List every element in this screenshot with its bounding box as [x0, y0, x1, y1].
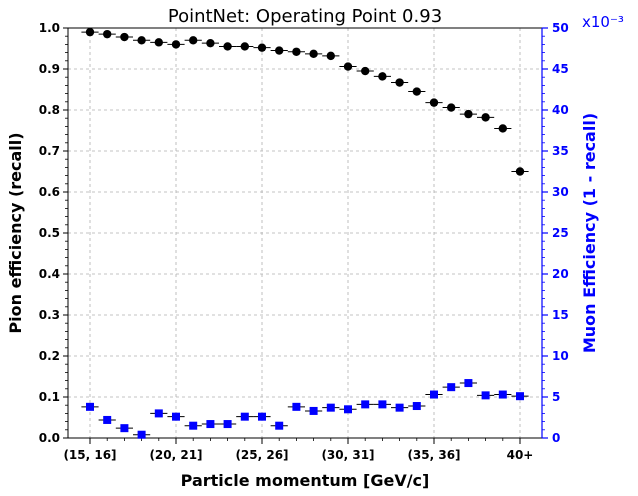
x-tick-label: (20, 21]	[149, 448, 202, 462]
y-right-tick-label: 10	[552, 349, 569, 363]
x-tick-label: (15, 16]	[63, 448, 116, 462]
y-right-tick-label: 30	[552, 185, 569, 199]
data-point-muon	[378, 400, 387, 409]
data-point-muon	[292, 402, 301, 411]
left-axis: 0.0 0.1 0.2 0.3 0.4 0.5 0.6 0.7 0.8 0.9 1.0	[39, 21, 68, 445]
y-right-tick-label: 15	[552, 308, 569, 322]
data-point-muon	[516, 392, 524, 401]
data-point-pion	[189, 36, 198, 45]
y-tick-label: 0.7	[39, 144, 60, 158]
y-right-tick-label: 25	[552, 226, 569, 240]
y-tick-label: 0.2	[39, 349, 60, 363]
data-point-muon	[103, 415, 112, 424]
data-point-pion	[206, 38, 215, 48]
data-point-pion	[240, 42, 249, 51]
data-point-pion	[447, 103, 456, 112]
y-right-tick-label: 5	[552, 390, 560, 404]
y-right-tick-label: 50	[552, 21, 569, 35]
data-point-pion	[498, 124, 507, 133]
data-point-pion	[412, 87, 421, 96]
y-tick-label: 1.0	[39, 21, 60, 35]
y-tick-label: 0.8	[39, 103, 60, 117]
data-point-muon	[137, 430, 146, 439]
data-point-pion	[85, 27, 95, 37]
data-point-muon	[464, 379, 473, 388]
data-point-pion	[154, 38, 163, 47]
x-tick-label: (25, 26]	[235, 448, 288, 462]
data-point-muon	[275, 421, 284, 430]
data-point-muon	[447, 383, 456, 392]
grid-lines	[68, 28, 542, 438]
y-tick-label: 0.0	[39, 431, 60, 445]
data-point-muon	[498, 390, 507, 399]
data-point-muon	[86, 402, 94, 411]
y-right-tick-label: 35	[552, 144, 569, 158]
data-point-muon	[344, 405, 352, 414]
right-axis: 0 5 10 15 20 25 30 35 40 45 50	[541, 21, 569, 445]
data-point-muon	[240, 412, 249, 421]
data-point-pion	[395, 78, 404, 87]
data-point-pion	[429, 98, 439, 107]
data-point-pion	[464, 109, 473, 119]
y-right-tick-label: 45	[552, 62, 569, 76]
right-axis-offset-label: x10⁻³	[582, 13, 624, 31]
x-tick-label: (35, 36]	[407, 448, 460, 462]
data-point-pion	[275, 46, 284, 55]
x-tick-label: (30, 31]	[321, 448, 374, 462]
series-pion	[81, 27, 529, 176]
data-point-pion	[378, 72, 387, 81]
data-point-muon	[430, 390, 438, 399]
data-point-muon	[172, 412, 180, 421]
data-point-pion	[257, 43, 267, 52]
y-right-tick-label: 20	[552, 267, 569, 281]
y-tick-label: 0.4	[39, 267, 60, 281]
data-point-muon	[395, 403, 404, 412]
x-axis: (15, 16] (20, 21] (25, 26] (30, 31] (35, 36]…	[63, 438, 533, 462]
y-tick-label: 0.1	[39, 390, 60, 404]
data-point-muon	[309, 406, 318, 415]
x-tick-label: 40+	[507, 448, 534, 462]
data-point-pion	[309, 49, 318, 59]
data-point-pion	[515, 167, 525, 176]
data-point-pion	[171, 40, 181, 49]
chart-title: PointNet: Operating Point 0.93	[168, 6, 442, 27]
data-point-muon	[189, 421, 198, 430]
data-point-muon	[412, 402, 421, 411]
data-point-pion	[343, 62, 353, 71]
y-right-tick-label: 0	[552, 431, 560, 445]
y-tick-label: 0.9	[39, 62, 60, 76]
y-tick-label: 0.6	[39, 185, 60, 199]
data-point-pion	[120, 32, 129, 42]
data-point-pion	[223, 42, 232, 51]
y-axis-label: Pion efficiency (recall)	[6, 132, 25, 333]
data-point-pion	[103, 29, 112, 39]
data-point-muon	[120, 424, 129, 433]
data-point-muon	[481, 391, 490, 400]
y-right-axis-label: Muon Efficiency (1 - recall)	[580, 113, 599, 353]
series-muon	[81, 379, 529, 439]
data-point-pion	[481, 113, 490, 122]
x-axis-label: Particle momentum [GeV/c]	[181, 471, 430, 490]
y-tick-label: 0.3	[39, 308, 60, 322]
data-point-muon	[154, 409, 163, 418]
data-point-muon	[206, 420, 215, 429]
data-point-muon	[223, 420, 232, 429]
y-tick-label: 0.5	[39, 226, 60, 240]
data-point-muon	[361, 400, 370, 409]
data-point-pion	[137, 36, 146, 45]
data-point-pion	[361, 66, 370, 76]
data-point-muon	[326, 403, 335, 412]
data-point-pion	[326, 51, 335, 61]
y-right-tick-label: 40	[552, 103, 569, 117]
data-point-muon	[258, 412, 266, 421]
data-point-pion	[292, 47, 301, 56]
